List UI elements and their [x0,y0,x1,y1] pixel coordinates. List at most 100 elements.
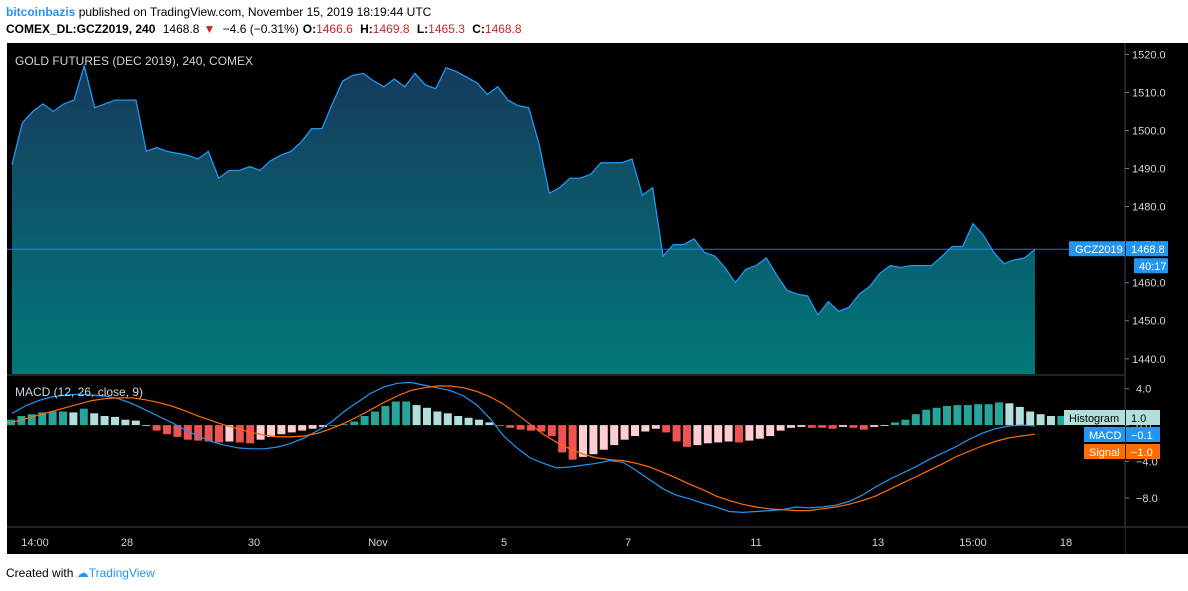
histogram-bar [215,425,223,443]
histogram-bar [59,411,67,426]
histogram-bar [620,425,629,440]
histogram-bar [683,425,691,447]
histogram-bar [984,404,993,426]
histogram-bar [974,404,983,426]
histogram-bar [17,416,26,426]
histogram-bar [599,425,608,450]
histogram-bar [1005,403,1014,426]
histogram-bar [745,425,754,441]
histogram-bar [360,416,369,426]
histogram-bar [152,425,161,431]
tradingview-brand[interactable]: TradingView [88,566,155,580]
histogram-bar [943,406,951,426]
histogram-bar [350,421,359,426]
histogram-bar [194,425,203,441]
histogram-bar [131,420,140,426]
histogram-bar [464,417,473,426]
price-pane[interactable] [7,63,1125,374]
histogram-bar [402,401,411,426]
histogram-bar [755,425,764,439]
histogram-bar [516,425,525,430]
signal-value-box [1126,444,1160,459]
histogram-bar [319,425,327,427]
histogram-bar [287,425,296,433]
histogram-bar [880,425,889,426]
down-arrow-icon: ▼ [203,22,216,36]
low-label: L: [416,22,429,36]
price-tick-label: 1440.0 [1132,354,1166,366]
histogram-bar [849,425,858,428]
histogram-value: 1.0 [1131,413,1146,425]
histogram-bar [703,425,712,444]
signal-tag-box [1084,444,1125,459]
histogram-bar [651,425,660,429]
price-area-fill [12,65,1035,374]
publish-info: bitcoinbazis published on TradingView.co… [6,5,431,19]
symbol-label: COMEX_DL:GCZ2019, 240 [6,22,156,36]
histogram-bar [891,422,899,426]
countdown-tag-box [1134,258,1168,274]
price-line [11,63,1036,317]
macd-tag-box [1084,427,1125,442]
last-price-tag-box [1126,241,1168,257]
open-label: O: [302,22,317,36]
histogram-bar [787,425,795,428]
histogram-bar [454,416,463,426]
histogram-tag-box [1064,410,1125,425]
histogram-bar [277,425,286,435]
histogram-bar [495,425,504,426]
histogram-bar [662,425,671,433]
histogram-bar [1026,411,1035,426]
time-tick-label: 30 [248,537,260,549]
histogram-bar [423,407,431,426]
histogram-bar [433,411,442,426]
author-name[interactable]: bitcoinbazis [6,5,76,19]
histogram-bar [641,425,650,432]
close-label: C: [472,22,485,36]
price-change: −4.6 (−0.31%) [222,22,299,36]
histogram-bar [828,425,837,429]
histogram-bar [735,425,743,443]
histogram-bar [69,412,78,426]
histogram-bar [1036,414,1045,426]
histogram-bar [267,425,275,437]
histogram-bar [558,425,567,453]
histogram-bar [922,409,931,426]
histogram-bar [27,414,36,426]
histogram-bar [163,425,171,435]
time-axis[interactable] [7,527,1125,554]
histogram-bar [475,419,483,426]
price-axis[interactable] [1125,43,1188,554]
high-label: H: [360,22,373,36]
macd-pane[interactable] [7,381,1066,514]
tradingview-logo-icon[interactable]: ☁ [76,566,89,580]
histogram-bar [443,413,452,426]
time-tick-label: 18 [1060,537,1072,549]
histogram-bar [724,425,733,442]
macd-tick-label: −4.0 [1136,457,1158,469]
histogram-bar [870,425,879,427]
histogram-bar [1057,416,1066,426]
histogram-bar [485,422,494,426]
histogram-bar [693,425,702,446]
time-tick-label: 11 [750,537,761,549]
histogram-bar [766,425,775,436]
histogram-bar [589,425,598,455]
time-tick-label: Nov [368,537,388,549]
macd-tick-label: −8.0 [1136,493,1158,505]
histogram-bar [807,425,816,428]
histogram-bar [298,425,307,431]
histogram-bar [932,407,941,426]
time-tick-label: 5 [501,537,507,549]
histogram-bar [537,425,546,432]
price-tick-label: 1520.0 [1132,49,1166,61]
macd-value: −0.1 [1131,430,1153,442]
histogram-bar [547,425,556,436]
histogram-bar [48,411,57,426]
histogram-bar [901,419,910,426]
histogram-bar [568,425,577,460]
price-tick-label: 1460.0 [1132,278,1166,290]
histogram-bar [776,425,785,431]
time-tick-label: 13 [872,537,884,549]
